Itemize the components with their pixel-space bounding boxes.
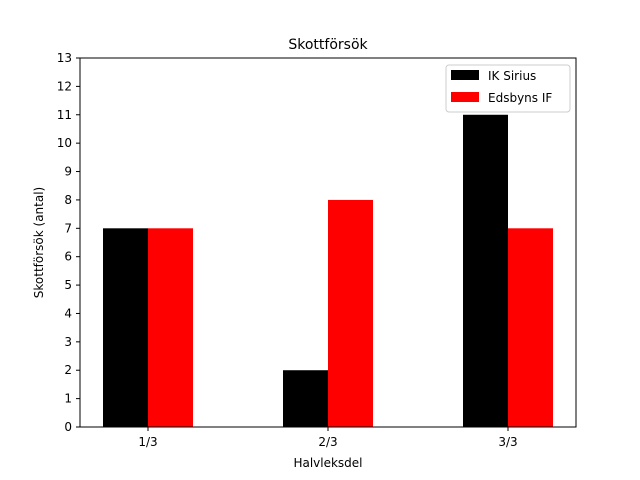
x-tick-label: 1/3 <box>138 435 157 449</box>
legend-swatch <box>451 70 479 80</box>
y-axis-label: Skottförsök (antal) <box>32 187 46 298</box>
bar-edsbyns-if-2 <box>328 199 373 427</box>
y-tick-label: 9 <box>64 165 72 179</box>
y-tick-label: 6 <box>64 250 72 264</box>
y-tick-label: 0 <box>64 420 72 434</box>
bar-ik-sirius-3 <box>463 114 508 428</box>
y-tick-label: 5 <box>64 278 72 292</box>
y-tick-label: 10 <box>57 136 72 150</box>
y-tick-label: 7 <box>64 221 72 235</box>
bars-layer <box>103 114 553 428</box>
x-tick-label: 3/3 <box>498 435 517 449</box>
bar-ik-sirius-1 <box>103 228 148 427</box>
y-tick-label: 12 <box>57 79 72 93</box>
y-tick-label: 13 <box>57 51 72 65</box>
y-tick-label: 2 <box>64 363 72 377</box>
chart-title: Skottförsök <box>288 37 368 53</box>
bar-edsbyns-if-3 <box>508 228 553 427</box>
y-tick-label: 11 <box>57 108 72 122</box>
y-tick-label: 8 <box>64 193 72 207</box>
legend: IK Sirius Edsbyns IF <box>445 64 571 113</box>
y-tick-label: 1 <box>64 392 72 406</box>
legend-label: IK Sirius <box>488 69 536 83</box>
bar-ik-sirius-2 <box>283 370 328 427</box>
bar-edsbyns-if-1 <box>148 228 193 427</box>
x-tick-label: 2/3 <box>318 435 337 449</box>
y-tick-label: 3 <box>64 335 72 349</box>
legend-label: Edsbyns IF <box>488 91 552 105</box>
legend-swatch <box>451 92 479 102</box>
y-tick-label: 4 <box>64 306 72 320</box>
x-axis: 1/3 2/3 3/3 <box>138 427 518 449</box>
x-axis-label: Halvleksdel <box>293 456 362 470</box>
